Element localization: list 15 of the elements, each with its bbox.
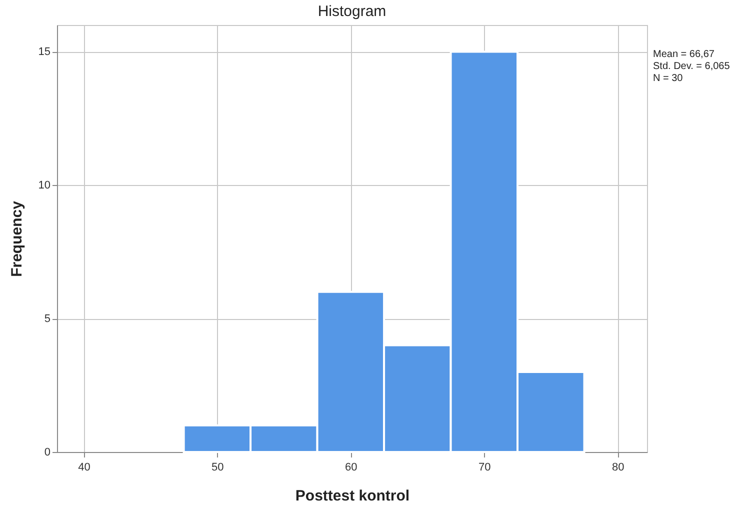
y-tick-label: 15 <box>38 46 50 58</box>
x-axis-title: Posttest kontrol <box>295 488 410 504</box>
x-tick-label: 60 <box>345 462 358 474</box>
text: N = 30 <box>653 73 684 84</box>
x-tick-label: 40 <box>78 462 90 474</box>
y-axis-title: Frequency <box>8 200 26 277</box>
y-tick-label: 0 <box>44 446 50 458</box>
text: Mean = 66,67 <box>653 49 715 60</box>
y-tick-label: 5 <box>44 313 50 326</box>
y-tick-label: 10 <box>38 180 50 192</box>
chart-title: Histogram <box>318 3 386 20</box>
x-tick-label: 50 <box>212 462 224 474</box>
text: Std. Dev. = 6,065 <box>653 61 730 72</box>
x-tick-label: 80 <box>612 462 624 474</box>
x-tick-label: 70 <box>478 462 491 474</box>
